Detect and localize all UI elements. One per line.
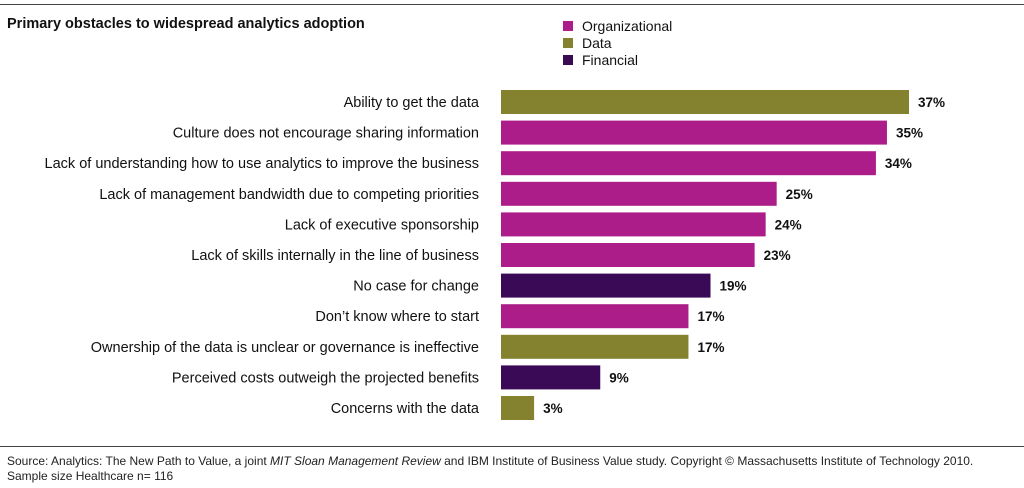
value-label: 34% [885, 156, 912, 171]
value-label: 37% [918, 95, 945, 110]
chart-title: Primary obstacles to widespread analytic… [7, 16, 365, 32]
value-label: 9% [609, 370, 629, 385]
legend-label-data: Data [582, 34, 612, 51]
legend-item-financial: Financial [563, 51, 672, 68]
source-suffix: and IBM Institute of Business Value stud… [440, 454, 974, 468]
category-label: Ability to get the data [344, 95, 480, 111]
bar [501, 120, 887, 145]
category-label: Lack of management bandwidth due to comp… [99, 187, 479, 203]
category-label: Concerns with the data [331, 401, 480, 417]
legend: Organizational Data Financial [563, 17, 672, 68]
footer: Source: Analytics: The New Path to Value… [7, 454, 973, 484]
source-note: Source: Analytics: The New Path to Value… [7, 454, 973, 469]
bar [501, 181, 777, 206]
category-label: Lack of understanding how to use analyti… [45, 156, 479, 172]
category-label: Lack of skills internally in the line of… [191, 248, 479, 264]
bar [501, 212, 766, 237]
legend-swatch-organizational [563, 20, 573, 31]
value-label: 25% [786, 187, 813, 202]
legend-swatch-data [563, 37, 573, 48]
value-label: 35% [896, 126, 923, 141]
bar [501, 334, 689, 359]
category-label: Don’t know where to start [315, 309, 479, 325]
value-label: 19% [720, 279, 747, 294]
top-rule [0, 4, 1024, 5]
bar [501, 90, 909, 114]
value-label: 3% [543, 401, 563, 416]
value-label: 17% [697, 309, 724, 324]
value-label: 23% [764, 248, 791, 263]
value-label: 24% [775, 217, 802, 232]
category-label: Perceived costs outweigh the projected b… [172, 370, 479, 386]
bar [501, 365, 601, 390]
bar [501, 273, 711, 298]
category-label: Lack of executive sponsorship [285, 217, 479, 233]
category-label: Culture does not encourage sharing infor… [173, 126, 479, 142]
legend-item-data: Data [563, 34, 672, 51]
source-publication: MIT Sloan Management Review [270, 454, 441, 468]
sample-size-note: Sample size Healthcare n= 116 [7, 469, 174, 483]
bar-chart: Ability to get the data 37% Culture does n… [45, 90, 945, 420]
bottom-rule [0, 446, 1024, 447]
value-label: 17% [697, 340, 724, 355]
category-label: Ownership of the data is unclear or gove… [91, 340, 479, 356]
legend-label-financial: Financial [582, 51, 639, 68]
bar [501, 396, 535, 420]
bar [501, 151, 876, 176]
legend-swatch-financial [563, 54, 573, 65]
source-prefix: Source: Analytics: The New Path to Value… [7, 454, 271, 468]
bar [501, 304, 689, 329]
legend-item-organizational: Organizational [563, 17, 672, 34]
bar [501, 243, 755, 267]
legend-label-organizational: Organizational [582, 17, 673, 34]
category-label: No case for change [353, 279, 479, 295]
